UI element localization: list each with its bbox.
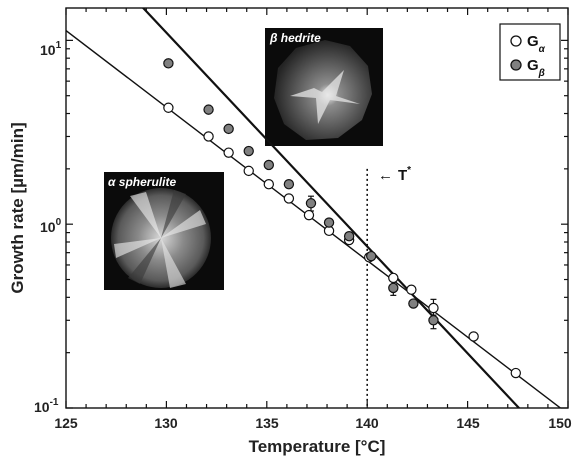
data-point-alpha bbox=[283, 193, 295, 204]
y-tick-exponent: 1 bbox=[56, 40, 62, 51]
data-point-alpha bbox=[468, 331, 479, 342]
legend-label-alpha: Gα bbox=[527, 33, 546, 55]
inset-label-hedrite: β hedrite bbox=[269, 31, 321, 45]
x-tick-label: 140 bbox=[355, 415, 379, 431]
fit-line-alpha bbox=[66, 30, 562, 408]
x-tick-label: 130 bbox=[154, 415, 178, 431]
y-tick-exponent: -1 bbox=[50, 397, 59, 408]
x-tick-labels: 125 130 135 140 145 150 bbox=[54, 415, 572, 431]
data-point-alpha bbox=[388, 272, 399, 284]
data-point-beta bbox=[408, 298, 419, 309]
spherulite-rays bbox=[114, 190, 206, 288]
data-markers bbox=[163, 58, 521, 379]
data-point-beta bbox=[263, 159, 275, 171]
hedrite-crystal bbox=[274, 40, 372, 140]
x-tick-label: 150 bbox=[548, 415, 572, 431]
t-star-annotation: ← T* bbox=[378, 165, 411, 184]
legend-label-beta: Gβ bbox=[527, 57, 545, 79]
y-tick-label: 101 bbox=[40, 40, 62, 58]
data-point-beta bbox=[388, 282, 399, 294]
legend-box bbox=[499, 23, 561, 81]
y-tick-labels: 101 100 10-1 bbox=[34, 40, 62, 415]
data-point-alpha bbox=[223, 147, 234, 158]
fit-lines bbox=[66, 8, 562, 408]
data-point-beta bbox=[305, 198, 317, 209]
data-point-beta bbox=[243, 145, 254, 157]
data-point-alpha bbox=[303, 209, 315, 221]
data-point-alpha bbox=[243, 165, 254, 177]
y-axis-label: Growth rate [µm/min] bbox=[8, 122, 27, 293]
fit-line-beta bbox=[141, 8, 521, 408]
x-tick-label: 135 bbox=[255, 415, 279, 431]
data-point-beta bbox=[366, 250, 377, 262]
hedrite-bright-core bbox=[290, 70, 360, 124]
data-point-beta bbox=[343, 231, 355, 242]
data-point-alpha bbox=[263, 179, 275, 190]
data-point-alpha bbox=[203, 131, 214, 142]
data-point-alpha bbox=[428, 302, 439, 314]
x-axis-label: Temperature [°C] bbox=[249, 437, 386, 456]
y-tick-label: 100 bbox=[40, 217, 62, 235]
data-point-alpha bbox=[510, 367, 521, 379]
data-point-beta bbox=[283, 179, 295, 190]
x-tick-label: 145 bbox=[456, 415, 480, 431]
legend-marker-alpha bbox=[510, 35, 522, 47]
legend: Gα Gβ bbox=[499, 23, 561, 81]
inset-label-spherulite: α spherulite bbox=[108, 175, 176, 189]
beta-hedrite-inset: β hedrite bbox=[265, 28, 383, 146]
data-point-alpha bbox=[163, 102, 174, 113]
data-point-beta bbox=[428, 315, 439, 326]
alpha-spherulite-inset: α spherulite bbox=[104, 172, 224, 290]
data-point-beta bbox=[323, 217, 335, 228]
y-axis-ticks bbox=[66, 39, 568, 409]
y-tick-label: 10-1 bbox=[34, 397, 59, 415]
legend-marker-beta bbox=[510, 59, 522, 71]
data-point-alpha bbox=[406, 284, 417, 295]
data-point-beta bbox=[163, 58, 174, 69]
data-point-beta bbox=[223, 123, 234, 135]
data-point-beta bbox=[203, 104, 214, 115]
y-tick-exponent: 0 bbox=[56, 217, 62, 228]
x-tick-label: 125 bbox=[54, 415, 78, 431]
